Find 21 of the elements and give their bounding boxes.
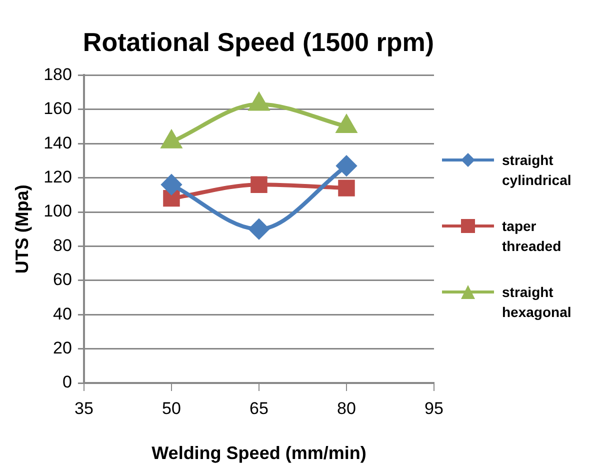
y-tick-label: 140	[44, 133, 72, 152]
y-tick-label: 0	[62, 372, 72, 392]
y-tick-label: 20	[53, 338, 72, 358]
chart-title: Rotational Speed (1500 rpm)	[82, 26, 434, 57]
y-axis-title: UTS (Mpa)	[12, 184, 32, 274]
x-axis-title: Welding Speed (mm/min)	[152, 443, 366, 464]
legend-label: straight cylindrical	[502, 151, 572, 190]
y-tick-label: 80	[53, 236, 72, 255]
y-tick-label: 40	[53, 304, 72, 324]
y-tick-label: 160	[44, 99, 72, 118]
x-tick-label: 95	[424, 398, 444, 418]
x-tick-label: 80	[337, 398, 356, 418]
y-tick-label: 100	[44, 202, 72, 221]
legend-label: taper threaded	[502, 217, 562, 256]
y-tick-label: 60	[53, 270, 72, 290]
legend-label: straight hexagonal	[502, 283, 572, 322]
y-tick-label: 180	[44, 64, 72, 84]
x-tick-label: 50	[162, 398, 181, 418]
x-tick-label: 35	[74, 398, 94, 418]
x-tick-label: 65	[250, 398, 268, 418]
y-tick-label: 120	[44, 167, 72, 186]
